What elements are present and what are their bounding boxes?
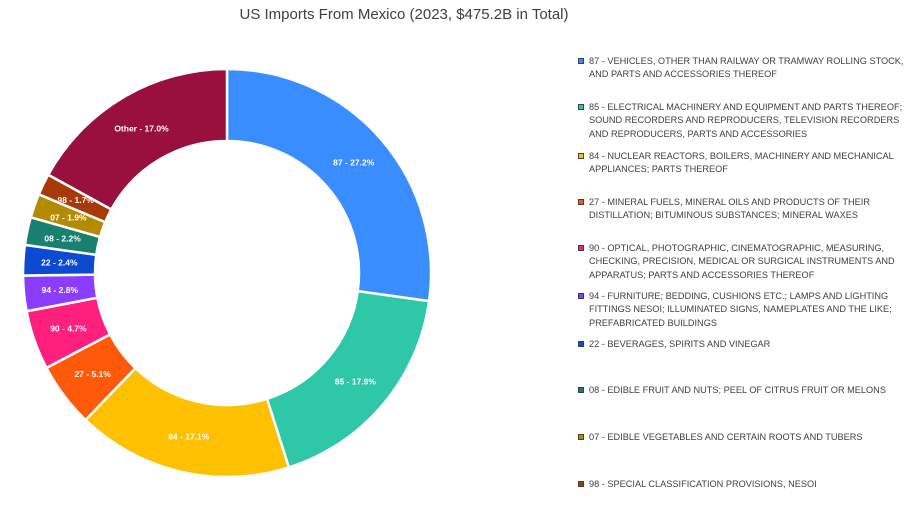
legend-swatch xyxy=(578,153,584,159)
slice-label-94: 94 - 2.8% xyxy=(42,285,79,295)
legend-swatch xyxy=(578,434,584,440)
donut-slices xyxy=(21,67,433,479)
slice-label-22: 22 - 2.4% xyxy=(41,257,78,267)
slice-label-84: 84 - 17.1% xyxy=(168,432,210,442)
legend-swatch xyxy=(578,104,584,110)
donut-labels: 87 - 27.2% 85 - 17.9% 84 - 17.1% 27 - 5.1% 9… xyxy=(41,123,376,441)
legend-item-84: 84 - NUCLEAR REACTORS, BOILERS, MACHINER… xyxy=(578,150,918,177)
legend-label: 22 - BEVERAGES, SPIRITS AND VINEGAR xyxy=(589,339,771,349)
legend-swatch xyxy=(578,481,584,487)
legend-item-85: 85 - ELECTRICAL MACHINERY AND EQUIPMENT … xyxy=(578,101,918,141)
legend-item-07: 07 - EDIBLE VEGETABLES AND CERTAIN ROOTS… xyxy=(578,431,918,444)
legend-swatch xyxy=(578,293,584,299)
legend-item-27: 27 - MINERAL FUELS, MINERAL OILS AND PRO… xyxy=(578,196,918,223)
legend-item-90: 90 - OPTICAL, PHOTOGRAPHIC, CINEMATOGRAP… xyxy=(578,242,918,282)
legend-swatch xyxy=(578,199,584,205)
legend-item-08: 08 - EDIBLE FRUIT AND NUTS; PEEL OF CITR… xyxy=(578,384,918,397)
legend-label: 08 - EDIBLE FRUIT AND NUTS; PEEL OF CITR… xyxy=(589,385,886,395)
chart-title: US Imports From Mexico (2023, $475.2B in… xyxy=(239,6,569,23)
legend-label: 84 - NUCLEAR REACTORS, BOILERS, MACHINER… xyxy=(589,151,894,175)
legend-swatch xyxy=(578,245,584,251)
legend-swatch xyxy=(578,341,584,347)
legend-label: 90 - OPTICAL, PHOTOGRAPHIC, CINEMATOGRAP… xyxy=(589,243,895,280)
legend-swatch xyxy=(578,387,584,393)
slice-label-85: 85 - 17.9% xyxy=(335,376,377,386)
slice-label-90: 90 - 4.7% xyxy=(50,323,87,333)
slice-label-27: 27 - 5.1% xyxy=(74,369,111,379)
legend-label: 98 - SPECIAL CLASSIFICATION PROVISIONS, … xyxy=(589,479,817,489)
legend-item-87: 87 - VEHICLES, OTHER THAN RAILWAY OR TRA… xyxy=(578,55,918,82)
legend-label: 87 - VEHICLES, OTHER THAN RAILWAY OR TRA… xyxy=(589,56,904,80)
legend-swatch xyxy=(578,58,584,64)
slice-label-87: 87 - 27.2% xyxy=(333,158,375,168)
legend-label: 07 - EDIBLE VEGETABLES AND CERTAIN ROOTS… xyxy=(589,432,863,442)
legend-label: 94 - FURNITURE; BEDDING, CUSHIONS ETC.; … xyxy=(589,291,892,328)
slice-label-other: Other - 17.0% xyxy=(114,123,169,133)
legend-label: 27 - MINERAL FUELS, MINERAL OILS AND PRO… xyxy=(589,197,870,221)
legend: 87 - VEHICLES, OTHER THAN RAILWAY OR TRA… xyxy=(578,0,923,509)
legend-label: 85 - ELECTRICAL MACHINERY AND EQUIPMENT … xyxy=(589,102,903,139)
slice-87 xyxy=(225,67,433,303)
slice-label-08: 08 - 2.2% xyxy=(44,233,81,243)
legend-item-22: 22 - BEVERAGES, SPIRITS AND VINEGAR xyxy=(578,338,918,351)
slice-other xyxy=(46,67,229,212)
slice-label-98: 98 - 1.7% xyxy=(57,195,94,205)
slice-label-07: 07 - 1.9% xyxy=(50,213,87,223)
legend-item-98: 98 - SPECIAL CLASSIFICATION PROVISIONS, … xyxy=(578,478,918,491)
legend-item-94: 94 - FURNITURE; BEDDING, CUSHIONS ETC.; … xyxy=(578,290,918,330)
